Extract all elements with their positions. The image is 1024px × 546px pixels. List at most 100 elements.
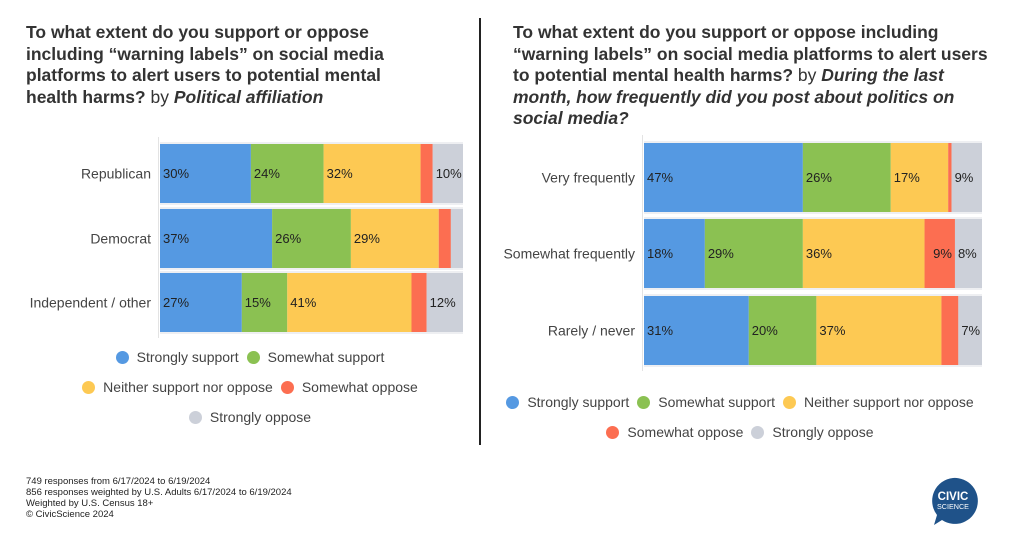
logo-text-science: SCIENCE [937,502,969,511]
right-data-label: 26% [806,170,832,185]
legend-dot-neither [82,380,96,394]
logo-speech-bubble-icon [932,477,978,525]
legend-item-somewhat-oppose[interactable]: Somewhat oppose [606,424,743,440]
right-bar-segment-strongly-oppose [954,219,982,288]
right-title-question: To what extent do you support or oppose … [513,22,988,85]
legend-item-somewhat-oppose[interactable]: Somewhat oppose [280,379,418,395]
legend-dot-somewhat-support [637,395,651,409]
legend-item-neither[interactable]: Neither support nor oppose [783,394,974,410]
right-chart-title: To what extent do you support or oppose … [513,22,993,130]
left-legend: Strongly support Somewhat support Neithe… [40,342,460,432]
legend-item-strongly-oppose[interactable]: Strongly oppose [188,409,311,425]
left-data-label: 27% [163,295,189,310]
legend-item-strongly-support[interactable]: Strongly support [115,349,239,365]
right-bar-segment-somewhat-oppose [924,219,955,288]
legend-dot-strongly-support [115,350,129,364]
legend-dot-strongly-support [506,395,520,409]
civicscience-logo: CIVIC SCIENCE [932,477,978,525]
left-bar-segment-strongly-oppose [450,209,463,268]
footnote-weighted-responses: 856 responses weighted by U.S. Adults 6/… [26,487,292,498]
left-bar-segment-strongly-support [160,144,251,203]
left-bar-segment-strongly-oppose [426,273,463,332]
legend-item-somewhat-support[interactable]: Somewhat support [246,349,385,365]
right-data-label: 31% [647,323,673,338]
right-bar-segment-strongly-support [644,143,803,212]
left-data-label: 32% [327,166,353,181]
right-title-by: by [793,65,822,85]
right-data-label: 7% [961,323,980,338]
right-bar-segment-neither [816,296,942,365]
left-category-label: Democrat [90,231,151,247]
left-bar-segment-somewhat-oppose [420,144,433,203]
right-title-dimension: During the last month, how frequently di… [513,65,955,128]
left-data-label: 15% [245,295,271,310]
left-data-label: 26% [275,231,301,246]
right-bar-segment-somewhat-support [802,143,891,212]
left-bar-segment-neither [287,273,412,332]
legend-label: Strongly support [136,349,239,365]
left-bar-segment-somewhat-support [241,273,288,332]
right-category-label: Somewhat frequently [503,246,635,262]
legend-dot-somewhat-oppose [606,425,620,439]
right-data-label: 37% [819,323,845,338]
left-bar-segment-strongly-oppose [432,144,463,203]
left-bar-segment-strongly-support [160,273,242,332]
right-bar-segment-strongly-support [644,296,749,365]
left-data-label: 10% [436,166,462,181]
left-bar-segment-somewhat-support [272,209,351,268]
right-legend: Strongly support Somewhat support Neithe… [490,387,990,447]
right-data-label: 36% [806,246,832,261]
right-bar-segment-somewhat-oppose [941,296,959,365]
legend-label: Neither support nor oppose [103,379,273,395]
right-bar-segment-strongly-oppose [951,143,982,212]
legend-label: Somewhat oppose [627,424,744,440]
left-data-label: 24% [254,166,280,181]
right-data-label: 29% [708,246,734,261]
left-data-label: 29% [354,231,380,246]
legend-item-strongly-oppose[interactable]: Strongly oppose [751,424,874,440]
left-data-label: 41% [290,295,316,310]
logo-text-civic: CIVIC [938,491,969,503]
legend-item-strongly-support[interactable]: Strongly support [506,394,629,410]
legend-dot-somewhat-oppose [280,380,294,394]
left-data-label: 12% [430,295,456,310]
right-data-label: 17% [894,170,920,185]
left-data-label: 30% [163,166,189,181]
right-bar-segment-somewhat-support [704,219,803,288]
right-bar-segment-somewhat-oppose [948,143,952,212]
right-data-label: 18% [647,246,673,261]
left-category-label: Republican [81,166,151,182]
right-data-label: 9% [955,170,974,185]
legend-dot-strongly-oppose [188,410,202,424]
right-data-label: 8% [958,246,977,261]
right-bar-segment-somewhat-support [748,296,817,365]
right-bar-segment-neither [802,219,925,288]
left-chart-title: To what extent do you support or oppose … [26,22,426,108]
right-bar-segment-strongly-support [644,219,705,288]
left-title-dimension: Political affiliation [173,86,324,107]
legend-label: Neither support nor oppose [804,394,974,410]
right-category-label: Very frequently [542,170,635,186]
left-bar-segment-somewhat-oppose [438,209,451,268]
legend-dot-somewhat-support [246,350,260,364]
left-title-by: by [145,86,174,107]
footnote-copyright: © CivicScience 2024 [26,509,114,520]
footnote-responses: 749 responses from 6/17/2024 to 6/19/202… [26,476,211,487]
left-bar-segment-neither [323,144,421,203]
left-data-label: 37% [163,231,189,246]
right-category-label: Rarely / never [548,323,635,339]
legend-dot-neither [783,395,796,409]
legend-label: Somewhat support [658,394,775,410]
footnote: 749 responses from 6/17/2024 to 6/19/202… [26,476,292,520]
legend-label: Somewhat oppose [301,379,418,395]
left-bar-segment-neither [350,209,439,268]
left-bar-segment-strongly-support [160,209,273,268]
legend-label: Strongly support [527,394,630,410]
legend-label: Strongly oppose [772,424,874,440]
legend-label: Somewhat support [267,349,385,365]
legend-item-neither[interactable]: Neither support nor oppose [82,379,273,395]
panel-divider [479,18,481,445]
legend-item-somewhat-support[interactable]: Somewhat support [637,394,775,410]
right-bar-segment-strongly-oppose [958,296,982,365]
